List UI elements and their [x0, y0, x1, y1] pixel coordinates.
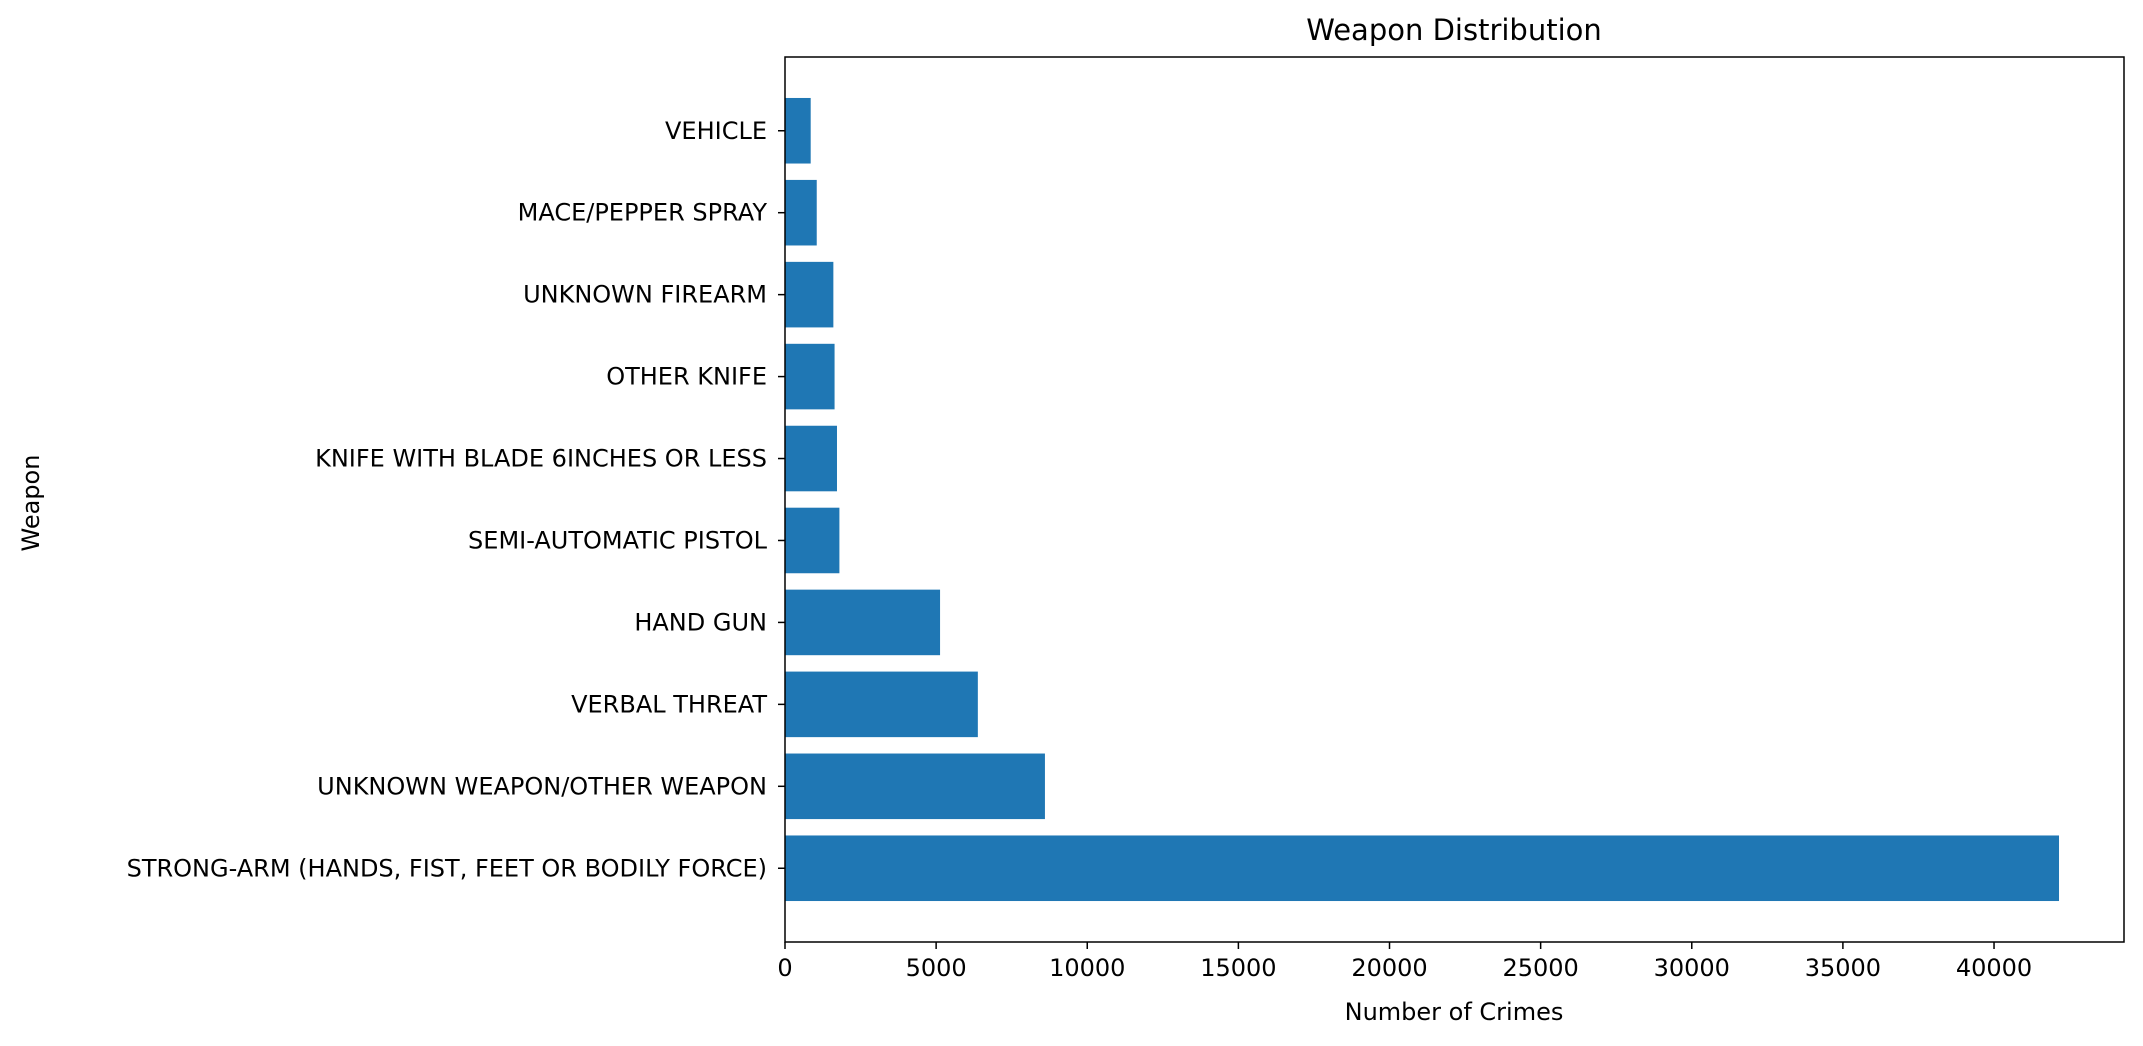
bar: [785, 97, 811, 164]
x-tick-label: 10000: [1049, 954, 1125, 982]
y-tick-label: KNIFE WITH BLADE 6INCHES OR LESS: [315, 445, 767, 473]
y-tick-label: VEHICLE: [665, 117, 767, 145]
x-tick-label: 5000: [906, 954, 967, 982]
bar: [785, 589, 941, 656]
x-tick-label: 25000: [1502, 954, 1578, 982]
bar: [785, 425, 837, 492]
y-tick-label: HAND GUN: [634, 608, 767, 636]
bar: [785, 507, 840, 574]
bar: [785, 261, 834, 328]
y-tick-label: VERBAL THREAT: [571, 690, 767, 718]
x-tick-label: 30000: [1654, 954, 1730, 982]
x-tick-label: 20000: [1351, 954, 1427, 982]
y-tick-label: STRONG-ARM (HANDS, FIST, FEET OR BODILY …: [127, 854, 767, 882]
bar: [785, 343, 835, 410]
x-tick-label: 35000: [1805, 954, 1881, 982]
x-axis-title: Number of Crimes: [1345, 998, 1564, 1026]
x-tick-label: 0: [777, 954, 792, 982]
x-tick-label: 15000: [1200, 954, 1276, 982]
y-tick-label: UNKNOWN FIREARM: [523, 281, 767, 309]
bar: [785, 671, 978, 738]
y-tick-label: UNKNOWN WEAPON/OTHER WEAPON: [317, 772, 767, 800]
x-tick-label: 40000: [1956, 954, 2032, 982]
y-tick-label: OTHER KNIFE: [606, 363, 767, 391]
y-tick-label: SEMI-AUTOMATIC PISTOL: [468, 526, 768, 554]
bar: [785, 753, 1045, 820]
plot-area-frame: [784, 56, 2125, 943]
chart-title: Weapon Distribution: [1306, 13, 1602, 47]
bars-group: [785, 97, 2060, 902]
y-tick-label: MACE/PEPPER SPRAY: [518, 199, 768, 227]
bar: [785, 179, 817, 246]
y-axis-title: Weapon: [17, 455, 45, 552]
x-axis: 0 5000 10000 15000 20000 25000 30000 35000 40000: [777, 942, 2032, 982]
bar: [785, 835, 2060, 902]
y-axis: STRONG-ARM (HANDS, FIST, FEET OR BODILY …: [127, 117, 785, 882]
